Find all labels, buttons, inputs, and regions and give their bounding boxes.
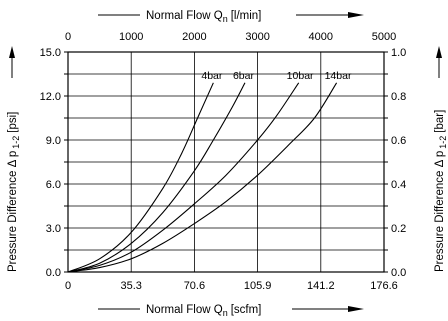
svg-text:Normal Flow Qn[scfm]: Normal Flow Qn [scfm] — [146, 304, 261, 318]
x-bottom-tick-label: 35.3 — [120, 280, 141, 292]
svg-text:Pressure Difference Δ p1-2[bar: Pressure Difference Δ p1-2[bar] — [434, 110, 448, 272]
x-bottom-tick-label: 176.6 — [370, 280, 398, 292]
y-left-tick-label: 15.0 — [40, 47, 61, 59]
svg-text:Pressure Difference Δ p1-2[psi: Pressure Difference Δ p1-2[psi] — [7, 112, 21, 272]
series-line-14bar — [67, 82, 338, 273]
y-right-axis-title: Pressure Difference Δ p1-2[bar] — [434, 46, 448, 272]
y-left-axis-title: Pressure Difference Δ p1-2[psi] — [7, 46, 21, 272]
y-right-tick-label: 1.0 — [391, 47, 406, 59]
series-label-4bar: 4bar — [201, 70, 223, 82]
series-line-4bar — [67, 82, 214, 273]
y-left-tick-label: 6.0 — [46, 179, 61, 191]
y-right-arrow-icon — [436, 46, 442, 58]
y-left-tick-label: 9.0 — [46, 135, 61, 147]
grid — [68, 52, 384, 272]
x-top-tick-label: 4000 — [309, 31, 333, 43]
y-left-tick-label: 0.0 — [46, 267, 61, 279]
svg-text:Normal Flow Qn[l/min]: Normal Flow Qn [l/min] — [146, 10, 261, 24]
y-right-tick-label: 0.4 — [391, 179, 406, 191]
tick-labels: 0 1000 2000 3000 4000 5000 0 35.3 70.6 105.9 141.2… — [40, 31, 407, 292]
y-left-tick-label: 3.0 — [46, 223, 61, 235]
y-left-arrow-icon — [9, 46, 15, 58]
x-bottom-axis-title: Normal Flow Qn [scfm] — [98, 304, 364, 318]
y-right-tick-label: 0.6 — [391, 135, 406, 147]
series-label-14bar: 14bar — [325, 70, 352, 82]
y-right-tick-label: 0.2 — [391, 223, 406, 235]
y-right-tick-label: 0.8 — [391, 91, 406, 103]
x-top-axis-title: Normal Flow Qn [l/min] — [98, 10, 364, 24]
plot-frame — [67, 51, 385, 273]
x-top-tick-label: 1000 — [119, 31, 143, 43]
x-bottom-tick-label: 141.2 — [307, 280, 335, 292]
x-top-tick-label: 5000 — [372, 31, 396, 43]
x-bottom-arrow-icon — [348, 306, 364, 312]
x-bottom-tick-label: 105.9 — [244, 280, 272, 292]
x-top-tick-label: 0 — [65, 31, 71, 43]
y-left-tick-label: 12.0 — [40, 91, 61, 103]
curves: 4bar 6bar 10bar 14bar — [67, 70, 352, 273]
x-bottom-tick-label: 70.6 — [184, 280, 205, 292]
x-bottom-tick-label: 0 — [65, 280, 71, 292]
x-top-tick-label: 2000 — [182, 31, 206, 43]
series-label-10bar: 10bar — [287, 70, 314, 82]
series-label-6bar: 6bar — [233, 70, 255, 82]
x-top-tick-label: 3000 — [245, 31, 269, 43]
x-top-arrow-icon — [348, 12, 364, 18]
series-line-6bar — [67, 82, 246, 273]
series-line-10bar — [67, 82, 300, 273]
y-right-tick-label: 0.0 — [391, 267, 406, 279]
